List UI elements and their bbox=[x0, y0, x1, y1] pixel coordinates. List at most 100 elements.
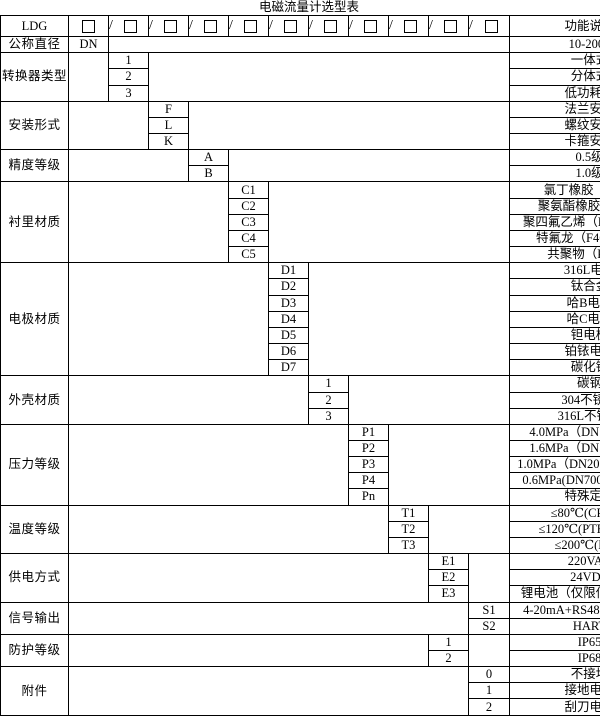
code-pressure-1[interactable]: P1 bbox=[348, 423, 389, 441]
row-pressure-4: P4 0.6MPa(DN700~DN2000) bbox=[1, 472, 600, 490]
row-nominal-diameter: 公称直径 DN 10-2000 bbox=[0, 36, 600, 54]
model-prefix-label: LDG bbox=[0, 15, 69, 38]
section-label-signal: 信号输出 bbox=[0, 601, 69, 635]
desc-signal-1: 4-20mA+RS485（标配） bbox=[509, 601, 600, 619]
filler-signal-left bbox=[68, 601, 469, 635]
row-signal-2: S2 HART bbox=[1, 617, 600, 635]
desc-pressure-2: 1.6MPa（DN15~150） bbox=[509, 439, 600, 458]
section-label-converter-type: 转换器类型 bbox=[0, 52, 69, 102]
row-accessory-2: 1 接地电极 bbox=[1, 682, 600, 700]
slash-box-2[interactable]: / bbox=[148, 15, 189, 38]
code-electrode-7[interactable]: D7 bbox=[268, 359, 309, 377]
slash-icon: / bbox=[269, 18, 273, 34]
desc-pressure-3: 1.0MPa（DN200~DN600） bbox=[509, 456, 600, 474]
code-temperature-3[interactable]: T3 bbox=[388, 536, 429, 555]
row-pressure-3: P3 1.0MPa（DN200~DN600） bbox=[1, 456, 600, 474]
code-pressure-5[interactable]: Pn bbox=[348, 488, 389, 506]
desc-lining-1: 氯丁橡胶（CR） bbox=[509, 181, 600, 199]
code-electrode-5[interactable]: D5 bbox=[268, 326, 309, 345]
slash-box-10[interactable]: / bbox=[467, 15, 511, 38]
row-power-1: 供电方式 E1 220VAC bbox=[0, 553, 600, 603]
desc-accessory-2: 接地电极 bbox=[509, 682, 600, 700]
slash-box-5[interactable]: / bbox=[268, 15, 309, 38]
code-lining-4[interactable]: C4 bbox=[228, 229, 269, 248]
desc-electrode-1: 316L电极 bbox=[509, 262, 600, 280]
row-lining-2: C2 聚氨酯橡胶（PU） bbox=[1, 197, 600, 215]
desc-accuracy-2: 1.0级 bbox=[509, 165, 600, 183]
code-protection-1[interactable]: 1 bbox=[428, 633, 469, 652]
row-lining-4: C4 特氟龙（F46/FEP） bbox=[1, 229, 600, 248]
code-protection-2[interactable]: 2 bbox=[428, 650, 469, 668]
section-label-temperature: 温度等级 bbox=[0, 504, 69, 555]
checkbox-icon bbox=[82, 19, 95, 33]
code-converter-1[interactable]: 1 bbox=[108, 52, 149, 70]
slash-box-1[interactable]: / bbox=[108, 15, 149, 38]
checkbox-icon bbox=[204, 19, 218, 33]
code-converter-2[interactable]: 2 bbox=[108, 68, 149, 86]
code-power-1[interactable]: E1 bbox=[428, 553, 469, 571]
filler-protection-right bbox=[467, 633, 511, 668]
slash-box-7[interactable]: / bbox=[348, 15, 389, 38]
code-accessory-3[interactable]: 2 bbox=[467, 698, 511, 716]
checkbox-icon bbox=[404, 19, 418, 33]
slash-box-8[interactable]: / bbox=[388, 15, 429, 38]
filler-accuracy-right bbox=[227, 149, 511, 183]
code-temperature-1[interactable]: T1 bbox=[388, 504, 429, 522]
code-accuracy-1[interactable]: A bbox=[188, 149, 229, 167]
code-dn[interactable]: DN bbox=[68, 36, 109, 54]
model-box[interactable] bbox=[68, 15, 109, 38]
code-housing-1[interactable]: 1 bbox=[308, 375, 349, 393]
code-lining-2[interactable]: C2 bbox=[228, 197, 269, 215]
filler-install-left bbox=[68, 100, 149, 151]
code-signal-1[interactable]: S1 bbox=[467, 601, 511, 619]
code-signal-2[interactable]: S2 bbox=[467, 617, 511, 635]
slash-box-9[interactable]: / bbox=[428, 15, 469, 38]
desc-nominal-diameter: 10-2000 bbox=[509, 36, 600, 54]
filler-protection-left bbox=[68, 633, 429, 668]
slash-box-3[interactable]: / bbox=[188, 15, 229, 38]
code-accessory-2[interactable]: 1 bbox=[467, 682, 511, 700]
row-accuracy-1: 精度等级 A 0.5级 bbox=[0, 149, 600, 183]
row-lining-3: C3 聚四氟乙烯（F4/PTFE） bbox=[1, 213, 600, 231]
code-install-1[interactable]: F bbox=[148, 100, 189, 118]
code-pressure-3[interactable]: P3 bbox=[348, 456, 389, 474]
code-electrode-6[interactable]: D6 bbox=[268, 343, 309, 361]
code-converter-3[interactable]: 3 bbox=[108, 84, 149, 102]
section-label-nominal-diameter: 公称直径 bbox=[0, 36, 69, 54]
code-lining-3[interactable]: C3 bbox=[228, 213, 269, 231]
filler-housing-right bbox=[347, 375, 511, 425]
code-lining-5[interactable]: C5 bbox=[228, 246, 269, 264]
code-electrode-2[interactable]: D2 bbox=[268, 278, 309, 296]
code-electrode-4[interactable]: D4 bbox=[268, 310, 309, 328]
row-converter-type-1: 转换器类型 1 一体式 bbox=[0, 52, 600, 102]
code-power-3[interactable]: E3 bbox=[428, 585, 469, 603]
section-label-lining: 衬里材质 bbox=[0, 181, 69, 264]
filler-install-right bbox=[187, 100, 511, 151]
desc-lining-5: 共聚物（PFA） bbox=[509, 246, 600, 264]
code-accessory-1[interactable]: 0 bbox=[467, 666, 511, 684]
desc-converter-1: 一体式 bbox=[509, 52, 600, 70]
code-housing-2[interactable]: 2 bbox=[308, 391, 349, 409]
desc-electrode-6: 铂铱电极 bbox=[509, 343, 600, 361]
desc-lining-4: 特氟龙（F46/FEP） bbox=[509, 229, 600, 248]
code-pressure-2[interactable]: P2 bbox=[348, 439, 389, 458]
code-electrode-1[interactable]: D1 bbox=[268, 262, 309, 280]
row-accuracy-2: B 1.0级 bbox=[1, 165, 600, 183]
code-lining-1[interactable]: C1 bbox=[228, 181, 269, 199]
slash-box-6[interactable]: / bbox=[308, 15, 349, 38]
checkbox-icon bbox=[364, 19, 378, 33]
description-header: 功能说明 bbox=[509, 15, 600, 38]
code-housing-3[interactable]: 3 bbox=[308, 407, 349, 425]
filler-nominal-diameter bbox=[107, 36, 511, 54]
code-power-2[interactable]: E2 bbox=[428, 569, 469, 587]
code-accuracy-2[interactable]: B bbox=[188, 165, 229, 183]
code-electrode-3[interactable]: D3 bbox=[268, 294, 309, 312]
code-install-3[interactable]: K bbox=[148, 133, 189, 151]
code-install-2[interactable]: L bbox=[148, 116, 189, 135]
slash-box-4[interactable]: / bbox=[228, 15, 269, 38]
filler-accessory-left bbox=[68, 666, 469, 716]
desc-housing-2: 304不锈钢 bbox=[509, 391, 600, 409]
code-pressure-4[interactable]: P4 bbox=[348, 472, 389, 490]
code-temperature-2[interactable]: T2 bbox=[388, 520, 429, 538]
